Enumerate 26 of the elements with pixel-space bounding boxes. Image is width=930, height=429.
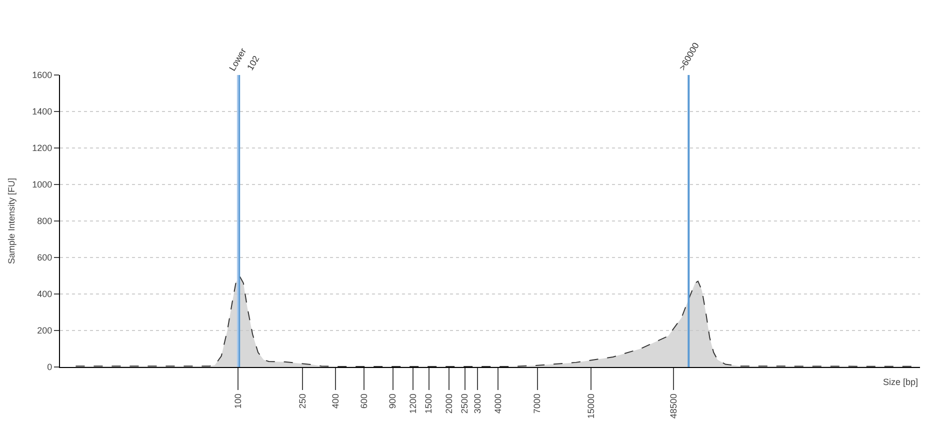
ref-line-label: 102 (245, 54, 262, 72)
y-tick-label: 1200 (32, 143, 52, 154)
y-tick-label: 400 (37, 289, 52, 300)
x-tick-label: 15000 (586, 394, 596, 419)
x-tick-label: 1500 (424, 394, 434, 414)
x-tick-label: 2000 (444, 394, 454, 414)
x-tick-label: 900 (388, 394, 398, 409)
x-tick-label: 7000 (532, 394, 542, 414)
y-tick-label: 1600 (32, 70, 52, 80)
x-tick-label: 3000 (472, 394, 483, 414)
x-tick-label: 100 (232, 394, 243, 409)
x-tick-label: 48500 (668, 394, 679, 419)
y-tick-label: 600 (37, 252, 52, 263)
y-tick-label: 0 (47, 362, 52, 372)
y-tick-label: 1400 (32, 106, 52, 117)
y-axis-title: Sample Intensity [FU] (6, 178, 17, 264)
y-tick-label: 1000 (32, 180, 52, 190)
x-tick-label: 1200 (408, 394, 418, 414)
y-tick-label: 200 (37, 326, 52, 336)
x-tick-label: 4000 (492, 394, 503, 414)
x-tick-label: 2500 (460, 394, 470, 414)
x-axis-title: Size [bp] (883, 377, 918, 387)
y-tick-label: 800 (37, 216, 52, 226)
x-tick-label: 250 (297, 394, 308, 409)
x-tick-label: 600 (359, 394, 370, 409)
x-tick-label: 400 (330, 394, 341, 409)
